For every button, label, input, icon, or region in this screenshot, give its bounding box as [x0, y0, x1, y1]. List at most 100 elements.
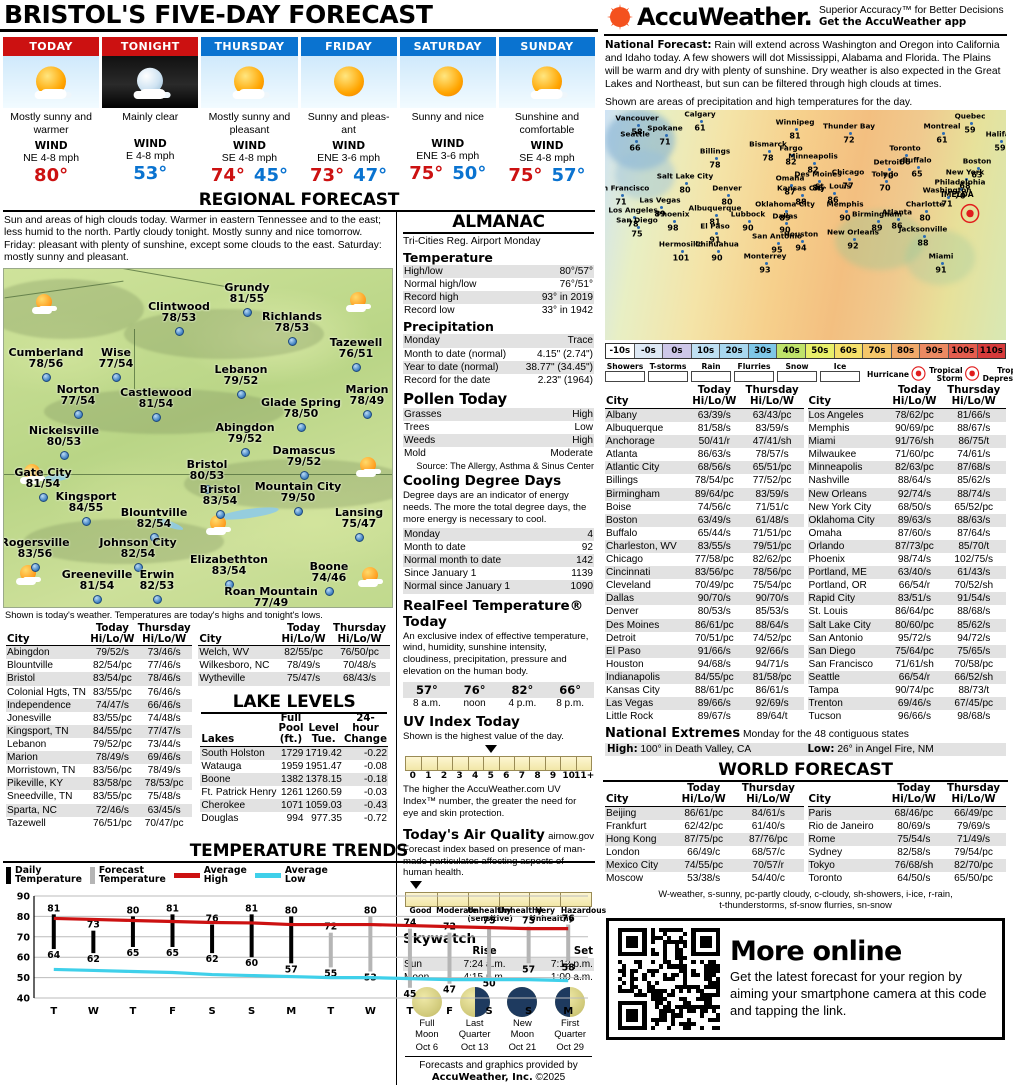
- moon-phase-icon: [555, 987, 586, 1018]
- cell: 74/55/pc: [684, 860, 724, 872]
- table-row: Mold Moderate: [403, 447, 594, 460]
- qr-code-icon[interactable]: [618, 927, 720, 1030]
- chart-x-label: F: [446, 1006, 453, 1017]
- cell: 71/51/pc: [752, 527, 792, 539]
- pollen-title: Pollen Today: [403, 389, 507, 408]
- chart-x-label: T: [327, 1006, 335, 1017]
- usmap-city-temp: 66: [899, 157, 911, 167]
- map-city-temps: 81/54: [25, 477, 61, 491]
- cell: 89/67/s: [697, 711, 731, 723]
- usmap-city-dot-icon: [801, 240, 804, 244]
- cell: 63/40/s: [897, 567, 931, 579]
- map-city-name: Norton: [56, 382, 100, 396]
- forecast-card-tonight[interactable]: TONIGHT Mainly clear WIND E 4-8 mph 53°: [102, 37, 199, 186]
- more-online-title: More online: [730, 936, 902, 968]
- usmap-city-name: St. Louis: [815, 181, 851, 191]
- temp-legend-swatch: 30s: [748, 344, 778, 359]
- usmap-city-dot-icon: [888, 168, 891, 172]
- map-city-dot-icon: [243, 307, 252, 317]
- aq-category-label: Unhealthy: [498, 906, 543, 916]
- cell: High/low: [404, 266, 443, 277]
- map-city-temps: 83/56: [17, 547, 53, 561]
- map-city-label: Damascus 79/52: [273, 445, 336, 468]
- chart-legend: Daily Temperature Forecast Temperature Ave…: [0, 863, 598, 887]
- cell: 47/41/sh: [752, 436, 792, 448]
- usmap-city-name: San Francisco: [605, 183, 650, 193]
- more-online-box[interactable]: More online Get the latest forecast for …: [606, 917, 1005, 1040]
- cell: Lebanon: [7, 738, 47, 750]
- usmap-city-temp: 81: [709, 217, 721, 227]
- table-row: Des Moines 86/61/pc 88/64/s: [605, 618, 804, 632]
- moon-phase-icon: [411, 987, 442, 1018]
- cell: 7:12 p.m.: [550, 959, 593, 971]
- usmap-city-temp: 80: [679, 185, 691, 195]
- cell: 98/74/s: [897, 554, 931, 566]
- table-row: Jonesville 83/55/pc 74/48/s: [6, 712, 192, 725]
- table-row: Moscow 53/38/s 54/40/c: [605, 872, 804, 885]
- table-row: Year to date (normal) 38.77" (34.45"): [403, 360, 594, 374]
- tagline-app[interactable]: Get the AccuWeather app: [818, 17, 967, 28]
- usmap-city-dot-icon: [785, 222, 788, 226]
- cell: Omaha: [808, 527, 842, 539]
- table-row: Charleston, WV 83/55/s 79/51/pc: [605, 539, 804, 554]
- cell: 1378.15: [305, 773, 342, 785]
- cell: 1719.42: [305, 747, 342, 759]
- cell: Month to date (normal): [404, 348, 507, 360]
- forecast-card-friday[interactable]: FRIDAY Sunny and pleas-ant WIND ENE 3-6 mph…: [300, 37, 397, 186]
- map-city-dot-icon: [363, 409, 372, 419]
- cell: 1729: [280, 747, 304, 759]
- table-row: Pikeville, KY 83/58/pc 78/53/pc: [6, 777, 193, 791]
- svg-text:73: 73: [87, 920, 100, 931]
- cell: 88/63/s: [957, 514, 991, 526]
- cell: 83/59/s: [755, 422, 789, 434]
- temp-legend-swatch: 70s: [863, 344, 892, 359]
- forecast-card-saturday[interactable]: SATURDAY Sunny and nice WIND ENE 3-6 mph 75°…: [399, 37, 496, 186]
- map-city-label: Mountain City 79/50: [255, 481, 342, 504]
- cell: Atlantic City: [606, 462, 660, 474]
- cell: -0.03: [363, 786, 387, 798]
- regional-map[interactable]: Clintwood 78/53 Grundy 81/55 Richlands 78/53 C…: [3, 267, 393, 608]
- map-city-dot-icon: [216, 509, 225, 519]
- usmap-city-temp: 94: [795, 243, 807, 253]
- usmap-city-name: Omaha: [775, 173, 805, 183]
- cloud-icon: [40, 89, 67, 100]
- cell: Record low: [404, 305, 455, 317]
- more-online-body: Get the latest forecast for your region …: [730, 969, 987, 1018]
- usmap-city-dot-icon: [665, 134, 668, 138]
- svg-text:76: 76: [562, 914, 575, 925]
- map-city-temps: 79/52: [223, 374, 259, 388]
- forecast-card-today[interactable]: TODAY Mostly sunny and warmer WIND NE 4-8 m…: [3, 37, 100, 186]
- usmap-city-name: Miami: [928, 251, 954, 261]
- cell: 83/55/pc: [93, 791, 132, 803]
- cell: 70/51/pc: [694, 632, 734, 644]
- weather-key-line1: W-weather, s-sunny, pc-partly cloudy, c-…: [658, 888, 953, 899]
- cell: 76/51/pc: [93, 817, 132, 829]
- cell: 54/40/c: [751, 873, 785, 885]
- card-weather-icon: [399, 56, 496, 109]
- cell: 142: [576, 555, 593, 567]
- cell: Rio de Janeiro: [808, 820, 874, 832]
- chart-x-label: T: [50, 1006, 58, 1017]
- national-weather-map[interactable]: ⦿ IMELDA Vancouver 58 Seattle 66 Spokane 71 Ca…: [605, 110, 1006, 341]
- cell: Des Moines: [606, 619, 660, 631]
- cell: 93° in 2019: [541, 292, 593, 304]
- cell: Buffalo: [606, 527, 638, 539]
- forecast-card-sunday[interactable]: SUNDAY Sunshine and comfortable WIND SE 4-8…: [498, 37, 596, 186]
- usmap-city-temp: 101: [672, 253, 690, 263]
- cell: 68/43/s: [342, 673, 377, 685]
- usmap-city-temp: 66: [629, 143, 641, 153]
- usmap-city-dot-icon: [621, 194, 624, 198]
- realfeel-note: An exclusive index of effective temperat…: [403, 630, 589, 678]
- cell: Paris: [808, 807, 832, 819]
- cell: 66/52/sh: [954, 672, 994, 684]
- svg-text:57: 57: [522, 964, 535, 975]
- forecast-card-thursday[interactable]: THURSDAY Mostly sunny and pleasant WIND SE …: [201, 37, 298, 186]
- col-hilo: Hi/Lo/W: [142, 633, 187, 645]
- usmap-city-name: Memphis: [826, 199, 864, 209]
- moon-phase-name: Full Moon: [415, 1017, 439, 1039]
- chart-x-label: M: [563, 1006, 574, 1017]
- usmap-city-name: New York: [945, 167, 985, 177]
- card-description: Mainly clear: [122, 111, 179, 124]
- cell: Billings: [606, 475, 638, 487]
- realfeel-title: RealFeel Temperature® Today: [403, 597, 584, 630]
